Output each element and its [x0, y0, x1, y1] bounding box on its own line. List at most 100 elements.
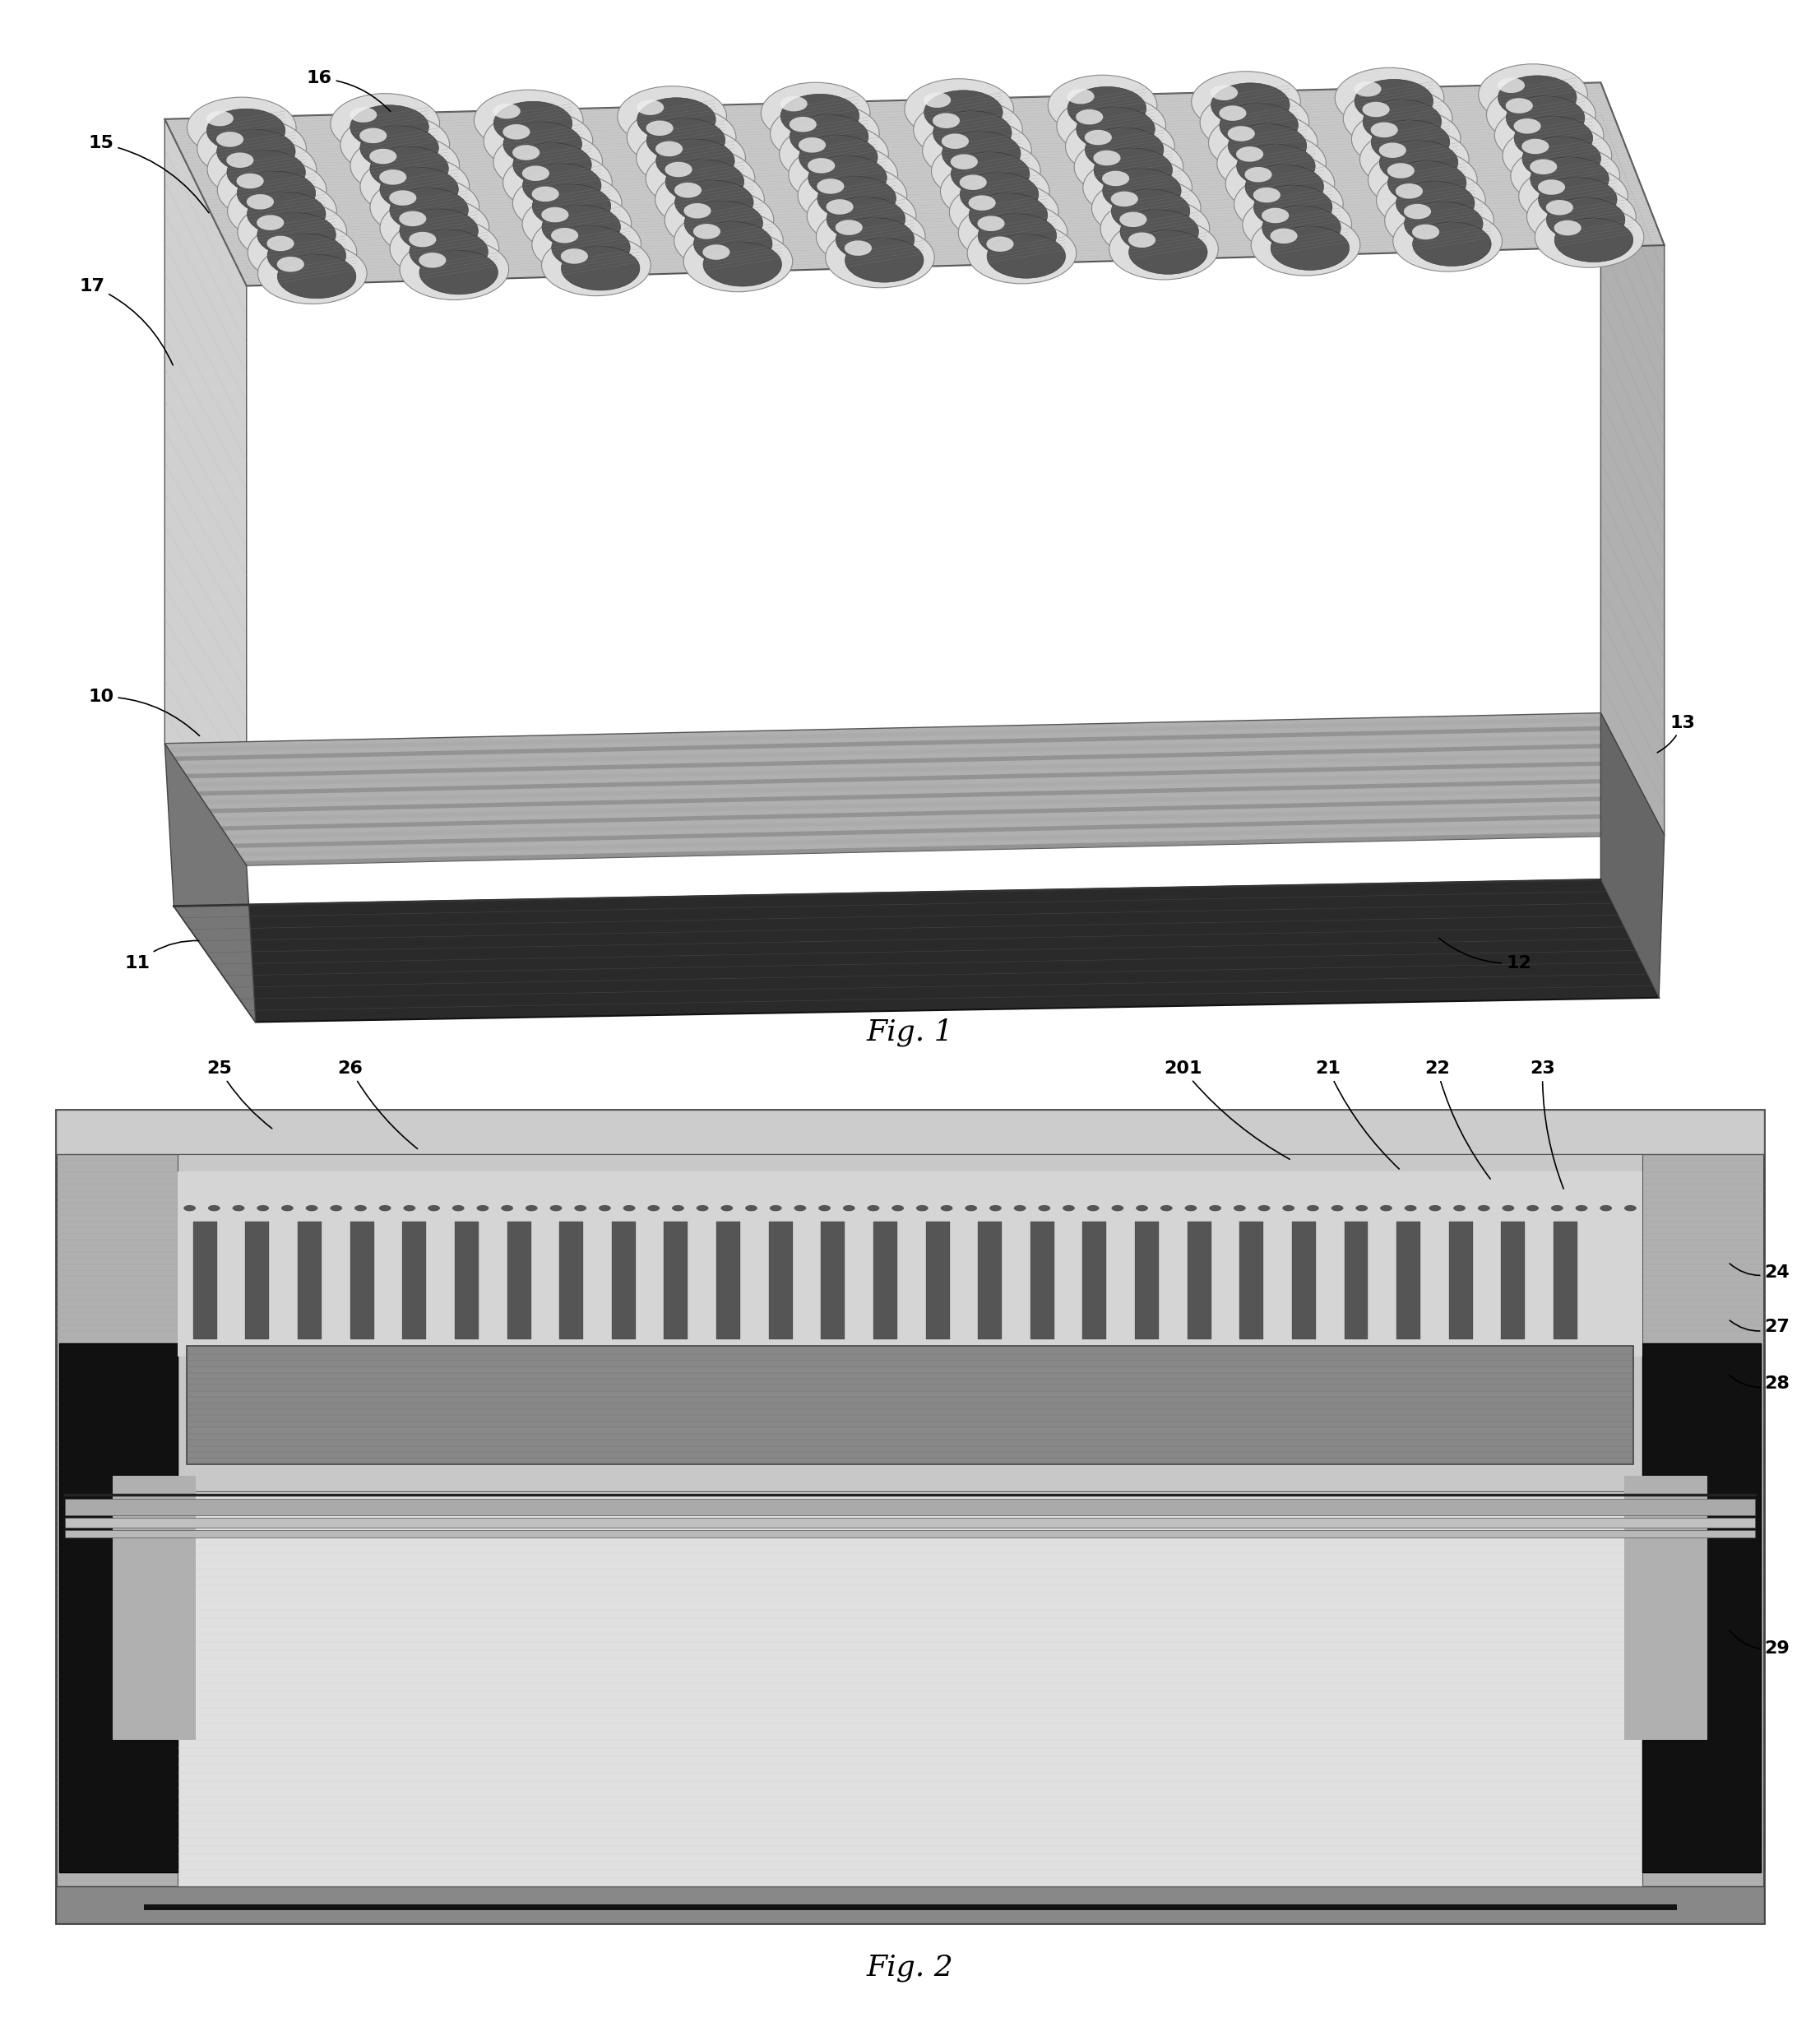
- Ellipse shape: [389, 189, 417, 206]
- Ellipse shape: [925, 90, 1003, 134]
- Ellipse shape: [513, 145, 541, 161]
- Text: 26: 26: [337, 1061, 417, 1148]
- Bar: [56, 1887, 1764, 1924]
- Bar: [246, 1222, 269, 1340]
- Ellipse shape: [1527, 185, 1636, 246]
- Polygon shape: [166, 83, 1663, 285]
- Ellipse shape: [1501, 1205, 1514, 1211]
- Ellipse shape: [1551, 1205, 1563, 1211]
- Text: 201: 201: [1163, 1061, 1290, 1158]
- Ellipse shape: [277, 257, 304, 273]
- Polygon shape: [238, 823, 1660, 857]
- Polygon shape: [191, 751, 1623, 788]
- Ellipse shape: [1389, 161, 1467, 206]
- Ellipse shape: [637, 98, 715, 143]
- Ellipse shape: [655, 140, 682, 157]
- Ellipse shape: [1454, 1205, 1465, 1211]
- Ellipse shape: [1600, 1205, 1613, 1211]
- Polygon shape: [1602, 83, 1663, 835]
- Bar: [559, 1222, 582, 1340]
- Ellipse shape: [237, 171, 315, 216]
- Ellipse shape: [835, 218, 914, 263]
- Ellipse shape: [721, 1205, 733, 1211]
- Ellipse shape: [1236, 145, 1316, 187]
- Ellipse shape: [1527, 1205, 1538, 1211]
- Bar: [1136, 1222, 1159, 1340]
- Bar: [402, 1222, 426, 1340]
- Ellipse shape: [781, 96, 808, 112]
- Polygon shape: [173, 727, 1611, 761]
- Polygon shape: [166, 713, 1663, 865]
- Ellipse shape: [684, 230, 792, 291]
- Ellipse shape: [1369, 149, 1478, 210]
- Ellipse shape: [986, 236, 1014, 252]
- Ellipse shape: [1498, 77, 1525, 94]
- Ellipse shape: [1101, 197, 1210, 259]
- Text: 29: 29: [1729, 1631, 1789, 1657]
- Text: 28: 28: [1729, 1376, 1789, 1393]
- Ellipse shape: [950, 155, 977, 169]
- Ellipse shape: [1228, 124, 1307, 167]
- Ellipse shape: [826, 197, 905, 240]
- Ellipse shape: [493, 102, 571, 145]
- Ellipse shape: [410, 230, 488, 273]
- Ellipse shape: [542, 206, 621, 248]
- Ellipse shape: [1108, 218, 1218, 279]
- Ellipse shape: [1554, 218, 1633, 263]
- Ellipse shape: [1085, 130, 1112, 145]
- Ellipse shape: [379, 169, 406, 185]
- Ellipse shape: [187, 98, 297, 159]
- Ellipse shape: [1076, 110, 1103, 124]
- Bar: [1030, 1222, 1054, 1340]
- Bar: [1501, 1222, 1525, 1340]
- Text: Fig. 1: Fig. 1: [866, 1018, 954, 1047]
- Bar: [56, 1110, 1764, 1924]
- Ellipse shape: [404, 1205, 415, 1211]
- Ellipse shape: [617, 86, 726, 147]
- Polygon shape: [231, 812, 1654, 849]
- Ellipse shape: [575, 1205, 586, 1211]
- Polygon shape: [167, 717, 1605, 751]
- Ellipse shape: [451, 1205, 464, 1211]
- Ellipse shape: [655, 138, 735, 183]
- Ellipse shape: [1219, 106, 1247, 120]
- Ellipse shape: [819, 1205, 830, 1211]
- Ellipse shape: [206, 110, 233, 126]
- Ellipse shape: [1487, 83, 1596, 145]
- Ellipse shape: [477, 1205, 490, 1211]
- Text: 16: 16: [306, 69, 389, 112]
- Ellipse shape: [419, 252, 446, 269]
- Ellipse shape: [248, 191, 326, 236]
- Ellipse shape: [360, 157, 470, 216]
- Ellipse shape: [369, 147, 448, 191]
- Ellipse shape: [513, 173, 622, 234]
- Ellipse shape: [770, 104, 879, 165]
- Polygon shape: [175, 880, 1658, 1022]
- Bar: [1083, 1222, 1107, 1340]
- Ellipse shape: [905, 79, 1014, 140]
- Ellipse shape: [248, 222, 357, 283]
- Ellipse shape: [1112, 189, 1190, 234]
- Ellipse shape: [977, 216, 1005, 232]
- Ellipse shape: [1343, 88, 1452, 149]
- Ellipse shape: [794, 1205, 806, 1211]
- Ellipse shape: [986, 234, 1065, 279]
- Ellipse shape: [306, 1205, 318, 1211]
- Ellipse shape: [1245, 165, 1323, 210]
- Ellipse shape: [329, 1205, 342, 1211]
- Ellipse shape: [1092, 177, 1201, 238]
- Ellipse shape: [923, 92, 950, 108]
- Ellipse shape: [703, 244, 730, 261]
- Ellipse shape: [1208, 112, 1318, 173]
- Ellipse shape: [655, 169, 764, 230]
- Bar: [1187, 1222, 1210, 1340]
- Ellipse shape: [952, 153, 1030, 195]
- Bar: [298, 1222, 322, 1340]
- Text: Fig. 2: Fig. 2: [866, 1953, 954, 1981]
- Ellipse shape: [990, 1205, 1001, 1211]
- Bar: [508, 1222, 531, 1340]
- Ellipse shape: [1065, 116, 1174, 177]
- Polygon shape: [197, 761, 1629, 796]
- Ellipse shape: [1076, 108, 1156, 151]
- Ellipse shape: [1534, 206, 1643, 267]
